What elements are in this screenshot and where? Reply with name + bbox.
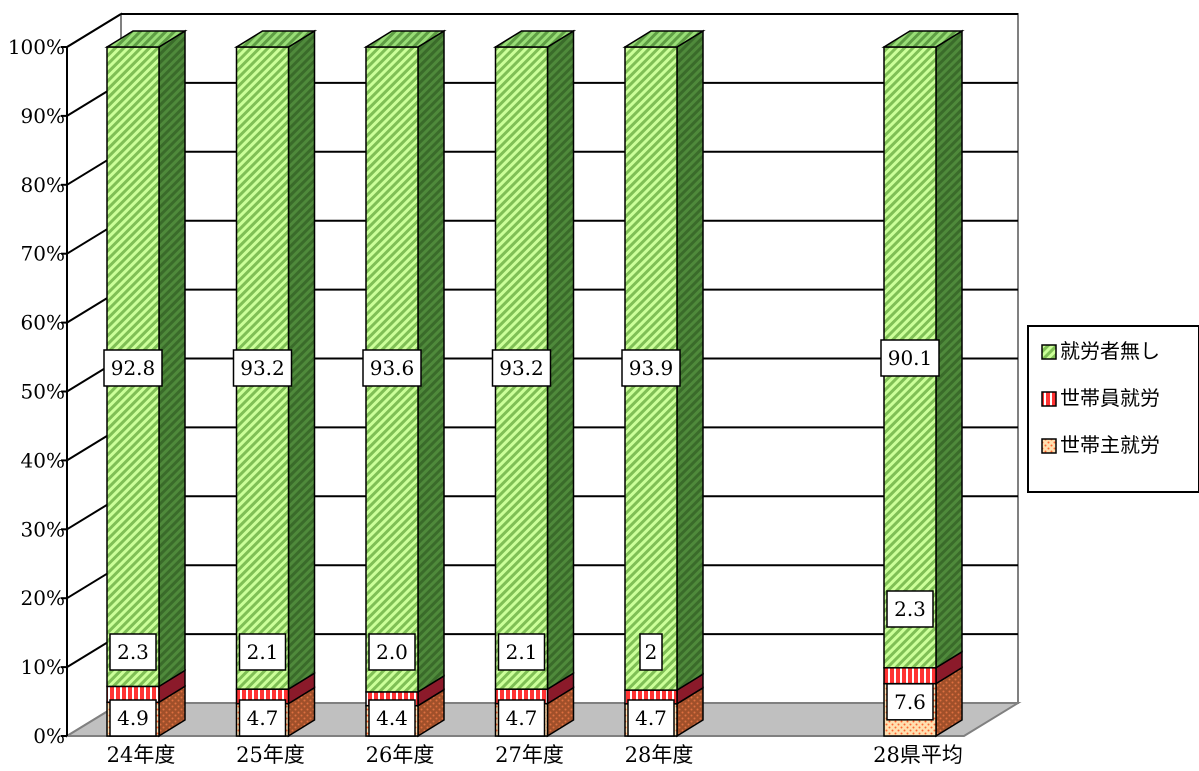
data-label-member: 2.1 xyxy=(247,640,279,664)
x-category-label: 24年度 xyxy=(107,743,176,766)
y-tick-label: 30% xyxy=(21,517,65,541)
x-category-label: 28年度 xyxy=(625,743,694,766)
data-label-member-box xyxy=(497,633,546,671)
bar-top xyxy=(622,30,706,48)
segment-no-worker-side xyxy=(287,29,316,691)
y-tick-label: 60% xyxy=(21,311,65,335)
data-label-member: 2.0 xyxy=(376,640,408,664)
data-label-none-box xyxy=(880,339,940,377)
legend-label: 世帯主就労 xyxy=(1060,433,1160,457)
data-label-head: 4.7 xyxy=(247,706,279,730)
bar-top xyxy=(492,30,577,48)
data-label-head-box xyxy=(368,699,416,737)
y-axis-ticks: 0% 10% 20% 30% 40% 50% 60% 70% 80% 90% 100% xyxy=(8,35,65,748)
data-label-head-box xyxy=(627,699,675,737)
data-label-none: 93.2 xyxy=(240,356,285,380)
data-label-none: 93.2 xyxy=(499,356,544,380)
data-label-none: 90.1 xyxy=(888,346,933,370)
data-label-none: 93.9 xyxy=(629,356,674,380)
segment-household-member xyxy=(883,667,937,685)
x-category-label: 26年度 xyxy=(366,743,435,766)
legend-swatch xyxy=(1041,344,1057,360)
data-label-head-box xyxy=(886,683,934,721)
y-tick-label: 10% xyxy=(21,655,65,679)
x-category-label: 25年度 xyxy=(236,743,305,766)
data-label-none-box xyxy=(621,349,681,387)
data-label-none: 93.6 xyxy=(370,356,415,380)
data-label-member: 2.1 xyxy=(506,640,538,664)
data-label-none-box xyxy=(362,349,422,387)
data-label-none-box xyxy=(491,349,552,387)
bar-top xyxy=(363,30,447,48)
segment-no-worker-side xyxy=(676,29,704,692)
data-label-member: 2 xyxy=(645,640,658,664)
data-label-head: 4.4 xyxy=(376,706,408,730)
y-tick-label: 70% xyxy=(21,242,65,266)
y-tick-label: 90% xyxy=(21,104,65,128)
legend-label: 世帯員就労 xyxy=(1060,386,1160,410)
data-label-head-box xyxy=(109,699,157,737)
segment-no-worker-side xyxy=(546,29,575,691)
legend-box xyxy=(1027,325,1199,493)
bar-top xyxy=(881,30,965,48)
data-label-member-box xyxy=(238,633,287,671)
legend-swatch xyxy=(1041,438,1057,454)
data-label-member: 2.3 xyxy=(894,597,926,621)
y-tick-label: 40% xyxy=(21,448,65,472)
gridline-side xyxy=(66,13,122,48)
legend-label: 就労者無し xyxy=(1060,339,1160,363)
bar-top xyxy=(104,30,188,48)
data-label-member-box xyxy=(639,633,663,671)
y-tick-label: 20% xyxy=(21,586,65,610)
data-label-head: 7.6 xyxy=(894,690,926,714)
data-label-head: 4.7 xyxy=(506,706,538,730)
segment-no-worker-side xyxy=(158,29,186,688)
x-axis-labels: 24年度 25年度 26年度 27年度 28年度 28県平均 xyxy=(107,743,963,767)
x-category-label: 27年度 xyxy=(495,743,564,766)
y-tick-label: 50% xyxy=(21,380,65,404)
data-label-head: 4.9 xyxy=(117,706,149,730)
x-category-label: 28県平均 xyxy=(873,743,963,766)
data-label-none: 92.8 xyxy=(111,356,156,380)
data-label-head-box xyxy=(497,699,546,737)
data-label-member: 2.3 xyxy=(117,640,149,664)
data-label-member-box xyxy=(368,633,416,671)
segment-no-worker-side xyxy=(935,29,963,670)
data-label-member-box xyxy=(886,590,934,628)
data-label-head: 4.7 xyxy=(635,706,667,730)
data-label-none-box xyxy=(232,349,293,387)
y-tick-label: 0% xyxy=(33,724,65,748)
segment-no-worker-side xyxy=(417,29,445,694)
y-tick-label: 80% xyxy=(21,173,65,197)
legend-swatch xyxy=(1041,391,1057,407)
y-tick-label: 100% xyxy=(8,35,65,59)
data-label-head-box xyxy=(238,699,287,737)
data-label-none-box xyxy=(103,349,163,387)
bar-top xyxy=(233,30,318,48)
data-label-member-box xyxy=(109,633,157,671)
data-labels: 4.9 2.3 92.8 4.7 2.1 93.2 4.4 2.0 93.6 4.7 2.1 93.2… xyxy=(103,339,940,737)
